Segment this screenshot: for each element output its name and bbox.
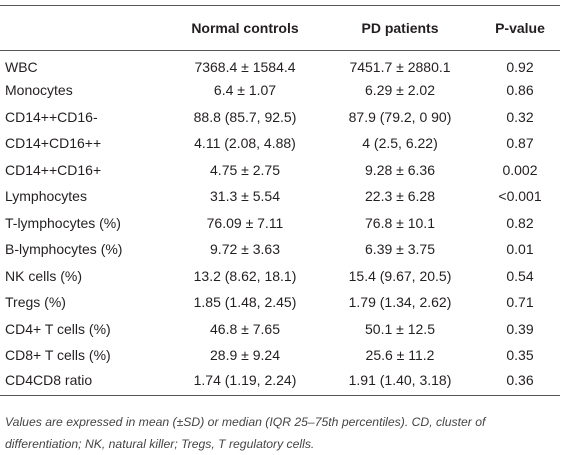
table-cell: 25.6 ± 11.2 — [365, 347, 435, 364]
row-label: CD8+ T cells (%) — [5, 347, 111, 364]
table-cell: 1.91 (1.40, 3.18) — [348, 372, 452, 388]
table-cell: 1.79 (1.34, 2.62) — [348, 294, 452, 311]
row-label: Monocytes — [5, 82, 73, 99]
table-row: CD4+ T cells (%) 46.8 ± 7.65 50.1 ± 12.5 0.… — [0, 316, 560, 343]
table-row: CD8+ T cells (%) 28.9 ± 9.24 25.6 ± 11.2 0.… — [0, 342, 560, 369]
table-cell: 0.54 — [506, 267, 534, 284]
table-row: Lymphocytes 31.3 ± 5.54 22.3 ± 6.28 <0.001 — [0, 183, 560, 210]
row-label: CD14++CD16- — [5, 108, 98, 125]
table-row: B-lymphocytes (%) 9.72 ± 3.63 6.39 ± 3.75 0… — [0, 236, 560, 263]
header-cell — [0, 6, 170, 51]
table-cell: 0.01 — [506, 241, 534, 258]
table-cell: 4 (2.5, 6.22) — [362, 135, 438, 152]
table-cell: 31.3 ± 5.54 — [210, 188, 280, 205]
table-cell: 15.4 (9.67, 20.5) — [348, 267, 452, 284]
row-label: NK cells (%) — [5, 267, 83, 284]
table-row: CD4CD8 ratio 1.74 (1.19, 2.24) 1.91 (1.40,… — [0, 369, 560, 395]
table-row: NK cells (%) 13.2 (8.62, 18.1) 15.4 (9.67,… — [0, 263, 560, 290]
table-cell: 0.32 — [506, 108, 534, 125]
table-cell: 6.39 ± 3.75 — [365, 241, 435, 258]
table-body: WBC 7368.4 ± 1584.4 7451.7 ± 2880.1 0.92 Mon… — [0, 51, 560, 395]
table-cell: 4.75 ± 2.75 — [210, 161, 280, 178]
table-row: CD14++CD16+ 4.75 ± 2.75 9.28 ± 6.36 0.002 — [0, 157, 560, 184]
table-cell: <0.001 — [498, 188, 542, 205]
row-label: CD4CD8 ratio — [5, 372, 93, 388]
row-label: B-lymphocytes (%) — [5, 241, 123, 258]
table-cell: 76.09 ± 7.11 — [206, 214, 284, 231]
table-cell: 50.1 ± 12.5 — [365, 320, 435, 337]
row-label: CD14+CD16++ — [5, 135, 102, 152]
table-cell: 22.3 ± 6.28 — [365, 188, 435, 205]
table-cell: 6.4 ± 1.07 — [213, 82, 277, 99]
table-row: WBC 7368.4 ± 1584.4 7451.7 ± 2880.1 0.92 — [0, 51, 560, 78]
table-cell: 7368.4 ± 1584.4 — [194, 58, 296, 75]
table-cell: 87.9 (79.2, 0 90) — [348, 108, 452, 125]
table-cell: 88.8 (85.7, 92.5) — [193, 108, 297, 125]
footnote: Values are expressed in mean (±SD) or me… — [5, 415, 486, 451]
header-cell: P-value — [495, 20, 545, 36]
table-cell: 0.36 — [506, 372, 534, 388]
table-cell: 6.29 ± 2.02 — [365, 82, 435, 99]
table-cell: 0.82 — [506, 214, 534, 231]
row-label: Tregs (%) — [5, 294, 66, 311]
table-cell: 28.9 ± 9.24 — [210, 347, 280, 364]
table-cell: 0.39 — [506, 320, 534, 337]
table-cell: 0.92 — [506, 58, 534, 75]
table-cell: 0.87 — [506, 135, 534, 152]
table-cell: 9.28 ± 6.36 — [365, 161, 435, 178]
header-cell: Normal controls — [191, 20, 299, 36]
table-cell: 4.11 (2.08, 4.88) — [194, 135, 296, 152]
table-cell: 0.002 — [502, 161, 538, 178]
table-cell: 1.85 (1.48, 2.45) — [193, 294, 297, 311]
table-row: Tregs (%) 1.85 (1.48, 2.45) 1.79 (1.34, 2.… — [0, 289, 560, 316]
table-row: Monocytes 6.4 ± 1.07 6.29 ± 2.02 0.86 — [0, 77, 560, 104]
row-label: CD4+ T cells (%) — [5, 320, 111, 337]
table-cell: 7451.7 ± 2880.1 — [349, 58, 451, 75]
table-cell: 13.2 (8.62, 18.1) — [193, 267, 297, 284]
row-label: CD14++CD16+ — [5, 161, 102, 178]
table-row: T-lymphocytes (%) 76.09 ± 7.11 76.8 ± 10.1… — [0, 210, 560, 237]
table-cell: 0.86 — [506, 82, 534, 99]
row-label: T-lymphocytes (%) — [5, 214, 121, 231]
table-row: CD14++CD16- 88.8 (85.7, 92.5) 87.9 (79.2, … — [0, 104, 560, 131]
row-label: WBC — [5, 58, 38, 75]
table-cell: 0.71 — [506, 294, 534, 311]
table-cell: 9.72 ± 3.63 — [210, 241, 280, 258]
table-cell: 76.8 ± 10.1 — [365, 214, 435, 231]
header-row: Normal controls PD patients P-value — [0, 5, 560, 51]
row-label: Lymphocytes — [5, 188, 87, 205]
table-row: CD14+CD16++ 4.11 (2.08, 4.88) 4 (2.5, 6.22… — [0, 130, 560, 157]
table-cell: 1.74 (1.19, 2.24) — [193, 372, 297, 388]
table-cell: 0.35 — [506, 347, 534, 364]
table-cell: 46.8 ± 7.65 — [210, 320, 280, 337]
header-cell: PD patients — [361, 20, 439, 36]
data-table: Normal controls PD patients P-value WBC 736… — [0, 5, 560, 396]
